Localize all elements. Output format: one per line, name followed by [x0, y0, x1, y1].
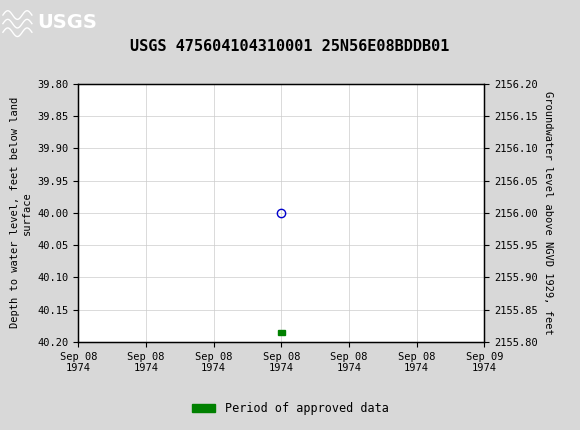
Text: USGS 475604104310001 25N56E08BDDB01: USGS 475604104310001 25N56E08BDDB01	[130, 39, 450, 54]
Y-axis label: Groundwater level above NGVD 1929, feet: Groundwater level above NGVD 1929, feet	[543, 91, 553, 335]
Bar	[278, 330, 285, 335]
Text: USGS: USGS	[38, 13, 97, 32]
Y-axis label: Depth to water level, feet below land
surface: Depth to water level, feet below land su…	[10, 97, 32, 329]
Legend: Period of approved data: Period of approved data	[187, 397, 393, 420]
